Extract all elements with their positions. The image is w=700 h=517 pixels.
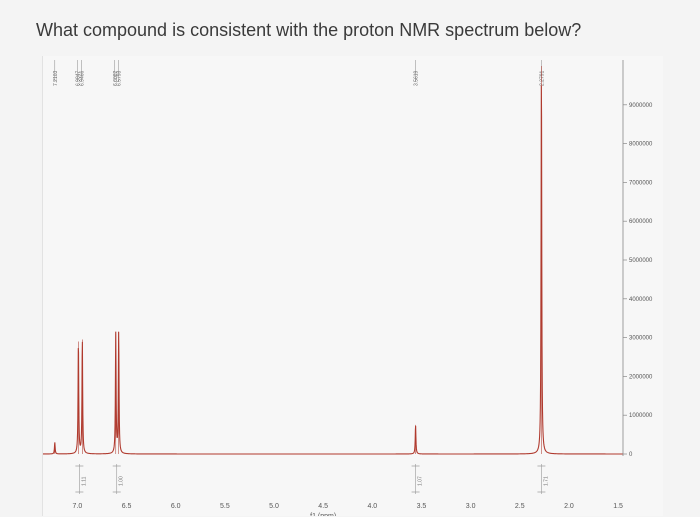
peak-label: 6.9466 xyxy=(79,70,85,86)
nmr-plot-frame: 7.2103 6.9847 6.9466 6.6082 6.5793 3.5619 2.27… xyxy=(42,56,663,516)
y-tick-label: 4000000 xyxy=(629,297,653,303)
x-tick-label: 6.5 xyxy=(122,503,132,510)
y-tick-label: 7000000 xyxy=(629,180,653,186)
peak-group xyxy=(54,66,542,454)
question-text: What compound is consistent with the pro… xyxy=(36,20,582,40)
peak-label: 6.6082 xyxy=(113,70,119,86)
peak-label: 6.9847 xyxy=(75,70,81,86)
peak-connector-group xyxy=(54,60,542,82)
y-tick-label: 5000000 xyxy=(629,258,653,264)
integration-label: 1.11 xyxy=(81,476,87,486)
x-tick-label: 2.5 xyxy=(515,503,525,510)
x-tick-label: 5.0 xyxy=(269,503,279,510)
peak-label: 3.5619 xyxy=(414,70,420,86)
y-tick-label: 3000000 xyxy=(629,336,653,342)
x-tick-label: 4.0 xyxy=(367,503,377,510)
peak-label: 7.2103 xyxy=(53,70,59,86)
peak-label: 2.2791 xyxy=(539,70,545,86)
integration-group: 1.11 1.00 1.07 1.71 xyxy=(75,464,549,494)
spectrum-line xyxy=(43,85,623,455)
y-tick-label: 9000000 xyxy=(629,103,653,109)
integration-label: 1.00 xyxy=(119,476,125,486)
y-tick-label: 8000000 xyxy=(629,142,653,148)
x-tick-label: 3.0 xyxy=(466,503,476,510)
x-tick-label: 3.5 xyxy=(417,503,427,510)
x-tick-label: 7.0 xyxy=(73,503,83,510)
y-tick-label: 2000000 xyxy=(629,374,653,380)
x-tick-label: 5.5 xyxy=(220,503,230,510)
x-axis: 7.0 6.5 6.0 5.5 5.0 4.5 4.0 3.5 3.0 2.5 2.0 1.5 f1 (… xyxy=(73,503,624,516)
y-axis: 9000000 8000000 7000000 6000000 5000000 40000… xyxy=(622,60,653,458)
x-tick-label: 6.0 xyxy=(171,503,181,510)
x-tick-label: 4.5 xyxy=(318,503,328,510)
x-tick-label: 1.5 xyxy=(613,503,623,510)
peak-label: 6.5793 xyxy=(117,70,123,86)
y-tick-label: 6000000 xyxy=(629,219,653,225)
y-tick-label: 0 xyxy=(629,452,633,458)
integration-label: 1.71 xyxy=(543,476,549,486)
integration-label: 1.07 xyxy=(418,476,424,486)
x-tick-label: 2.0 xyxy=(564,503,574,510)
x-axis-title: f1 (ppm) xyxy=(310,513,336,516)
y-tick-label: 1000000 xyxy=(629,413,653,419)
